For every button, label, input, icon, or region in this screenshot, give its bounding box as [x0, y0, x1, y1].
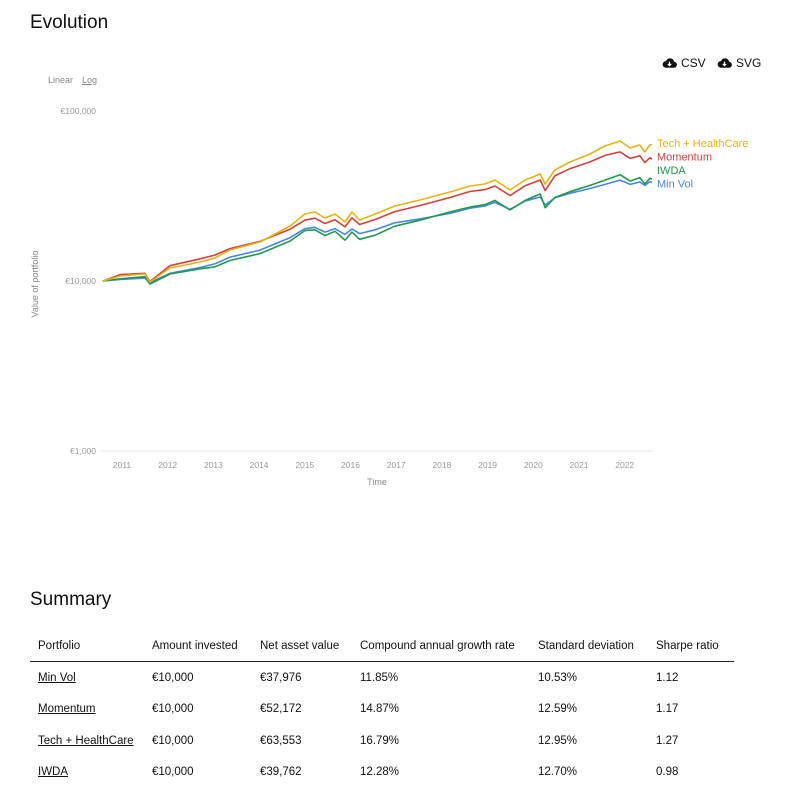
download-csv-label: CSV: [681, 56, 706, 70]
y-tick-label: €10,000: [65, 276, 96, 286]
table-cell: 11.85%: [360, 671, 399, 684]
x-tick-label: 2022: [615, 460, 634, 470]
legend-label: Momentum: [657, 152, 712, 164]
table-cell: 16.79%: [360, 734, 400, 747]
y-tick-label: €100,000: [61, 106, 97, 116]
series-line-momentum: [102, 151, 653, 283]
cloud-download-icon: [717, 58, 732, 68]
download-svg-button[interactable]: SVG: [717, 56, 761, 70]
table-cell: €10,000: [152, 734, 194, 747]
table-cell: €10,000: [152, 703, 194, 716]
table-cell: €52,172: [260, 703, 302, 716]
table-cell: 0.98: [656, 766, 679, 779]
column-header: Sharpe ratio: [648, 632, 734, 662]
table-cell: €10,000: [152, 766, 194, 779]
cloud-download-icon: [662, 58, 677, 68]
x-tick-label: 2016: [341, 460, 360, 470]
evolution-chart: €100,000 €10,000 €1,000 2011 2012 2013 2014 201…: [30, 106, 748, 487]
summary-title: Summary: [30, 589, 112, 610]
portfolio-link[interactable]: Min Vol: [38, 671, 76, 684]
download-svg-label: SVG: [736, 56, 762, 70]
table-cell: 1.27: [656, 734, 679, 747]
x-tick-label: 2019: [478, 460, 497, 470]
x-tick-label: 2020: [524, 460, 543, 470]
table-cell: 10.53%: [538, 671, 578, 684]
table-row: IWDA €10,000 €39,762 12.28% 12.70% 0.98: [30, 757, 734, 789]
series-line-tech-healthcare: [102, 140, 653, 283]
table-header-row: Portfolio Amount invested Net asset value C…: [30, 632, 734, 662]
table-row: Tech + HealthCare €10,000 €63,553 16.79% 12.…: [30, 725, 734, 757]
table-cell: Min Vol: [30, 662, 144, 694]
table-cell: Tech + HealthCare: [30, 725, 144, 757]
table-cell: Momentum: [30, 694, 144, 726]
table-cell: €39,762: [260, 766, 302, 779]
x-axis-label: Time: [367, 477, 387, 487]
series-line-min-vol: [102, 179, 653, 284]
x-tick-label: 2021: [570, 460, 589, 470]
column-header: Compound annual growth rate: [352, 632, 530, 662]
y-axis-label: Value of portfolio: [30, 251, 40, 318]
download-csv-button[interactable]: CSV: [662, 56, 706, 70]
table-cell: 14.87%: [360, 703, 400, 716]
table-row: Min Vol €10,000 €37,976 11.85% 10.53% 1.12: [30, 662, 734, 694]
table-row: Momentum €10,000 €52,172 14.87% 12.59% 1.17: [30, 694, 734, 726]
x-tick-label: 2018: [432, 460, 451, 470]
table-cell: 1.12: [656, 671, 679, 684]
x-tick-label: 2017: [387, 460, 406, 470]
table-cell: €10,000: [152, 671, 194, 684]
portfolio-link[interactable]: Momentum: [38, 703, 96, 716]
summary-table: Portfolio Amount invested Net asset value C…: [30, 632, 734, 788]
table-cell: 1.17: [656, 703, 679, 716]
table-cell: 12.95%: [538, 734, 578, 747]
portfolio-link[interactable]: Tech + HealthCare: [38, 734, 134, 747]
x-tick-label: 2015: [295, 460, 314, 470]
portfolio-link[interactable]: IWDA: [38, 766, 69, 779]
column-header: Net asset value: [252, 632, 352, 662]
scale-log-button[interactable]: Log: [82, 75, 98, 85]
x-tick-label: 2012: [158, 460, 177, 470]
table-cell: 12.59%: [538, 703, 578, 716]
x-tick-label: 2013: [204, 460, 223, 470]
legend-label: Tech + HealthCare: [657, 138, 748, 150]
table-cell: €63,553: [260, 734, 302, 747]
table-cell: IWDA: [30, 757, 144, 789]
evolution-title: Evolution: [30, 12, 109, 33]
column-header: Portfolio: [30, 632, 144, 662]
y-tick-label: €1,000: [70, 446, 96, 456]
scale-linear-button[interactable]: Linear: [48, 75, 74, 85]
x-tick-label: 2014: [250, 460, 269, 470]
column-header: Standard deviation: [530, 632, 648, 662]
x-tick-label: 2011: [113, 460, 132, 470]
column-header: Amount invested: [144, 632, 252, 662]
table-cell: 12.28%: [360, 766, 400, 779]
series-line-iwda: [102, 173, 653, 285]
legend-label: Min Vol: [657, 179, 693, 191]
table-cell: 12.70%: [538, 766, 578, 779]
table-cell: €37,976: [260, 671, 302, 684]
legend-label: IWDA: [657, 165, 686, 177]
